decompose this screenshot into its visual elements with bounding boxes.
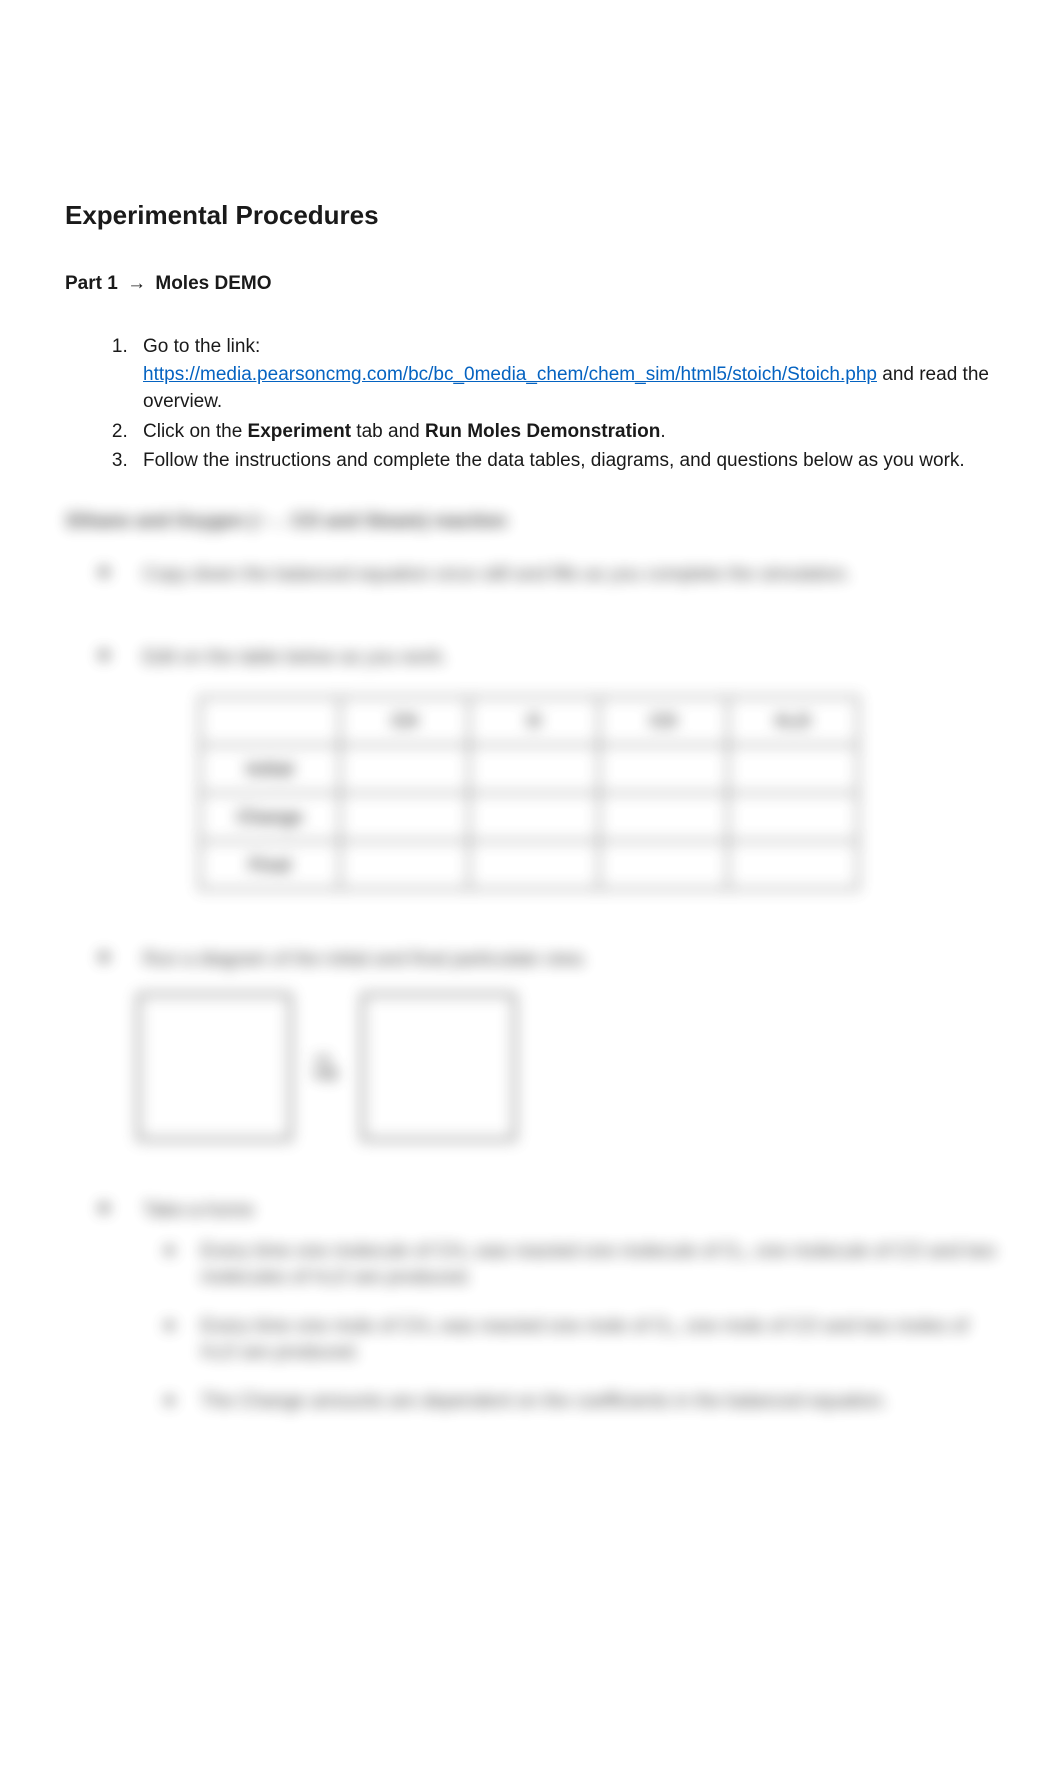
simulation-link[interactable]: https://media.pearsoncmg.com/bc/bc_0medi… [143,364,877,385]
table-row: Change [200,793,858,841]
table-header-cell: CH [340,697,470,745]
blurred-item-2-text: Edit on the table below as you work. [143,647,447,668]
take-home-item: Every time one molecule of CH₄ was react… [187,1239,997,1290]
table-cell [469,793,599,841]
table-header-cell: H₂O [728,697,858,745]
blurred-item-3: Run a diagram of the initial and final p… [133,946,997,1142]
instruction-item-3: Follow the instructions and complete the… [133,447,997,475]
arrow-right-icon: → [127,273,146,295]
take-home-list: Every time one molecule of CH₄ was react… [187,1239,997,1415]
table-row: Final [200,841,858,889]
instruction-item-2: Click on the Experiment tab and Run Mole… [133,418,997,446]
instruction-2-post: . [660,421,665,442]
reaction-heading: Ethane and Oxygen (−→ CO and Steam) reac… [67,511,997,533]
table-cell [340,745,470,793]
take-home-item: The Change amounts are dependent on the … [187,1389,997,1415]
stoich-data-table: CH O CO H₂O Initial Change [199,696,859,890]
particulate-diagram: ⇢ ⇨ [137,993,997,1141]
table-cell [599,793,729,841]
instruction-2-pre: Click on the [143,421,248,442]
blurred-list: Copy down the balanced equation once sti… [133,561,997,1415]
table-row-label: Change [200,793,340,841]
take-home-item: Every time one mole of CH₄ was reacted o… [187,1314,997,1365]
part1-suffix: Moles DEMO [150,273,271,294]
table-row-label: Initial [200,745,340,793]
table-cell [728,745,858,793]
blurred-item-4-text: Take-a-home [143,1200,254,1221]
blurred-item-4: Take-a-home Every time one molecule of C… [133,1197,997,1415]
table-header-cell: O [469,697,599,745]
instructions-list: Go to the link: https://media.pearsoncmg… [133,333,997,475]
blurred-item-3-text: Run a diagram of the initial and final p… [143,949,587,970]
part1-heading: Part 1 → Moles DEMO [65,273,997,295]
table-cell [340,793,470,841]
page-title: Experimental Procedures [65,200,997,231]
instruction-item-1: Go to the link: https://media.pearsoncmg… [133,333,997,416]
blurred-item-1: Copy down the balanced equation once sti… [133,561,997,589]
instruction-2-mid: tab and [351,421,425,442]
table-header-row: CH O CO H₂O [200,697,858,745]
table-header-cell: CO [599,697,729,745]
initial-view-box [137,993,292,1141]
table-cell [340,841,470,889]
instruction-1-pre: Go to the link: [143,336,260,357]
table-cell [469,841,599,889]
table-row-label: Final [200,841,340,889]
table-row: Initial [200,745,858,793]
reaction-arrow-icon: ⇢ ⇨ [314,1052,339,1083]
table-cell [728,841,858,889]
document-page: Experimental Procedures Part 1 → Moles D… [0,0,1062,1531]
blurred-preview: Ethane and Oxygen (−→ CO and Steam) reac… [65,511,997,1415]
experiment-tab-label: Experiment [248,421,351,442]
table-cell [599,841,729,889]
table-cell [728,793,858,841]
table-cell [469,745,599,793]
part1-prefix: Part 1 [65,273,123,294]
blurred-item-2: Edit on the table below as you work. CH … [133,644,997,890]
table-cell [599,745,729,793]
final-view-box [361,993,516,1141]
run-demo-label: Run Moles Demonstration [425,421,660,442]
table-header-cell [200,697,340,745]
